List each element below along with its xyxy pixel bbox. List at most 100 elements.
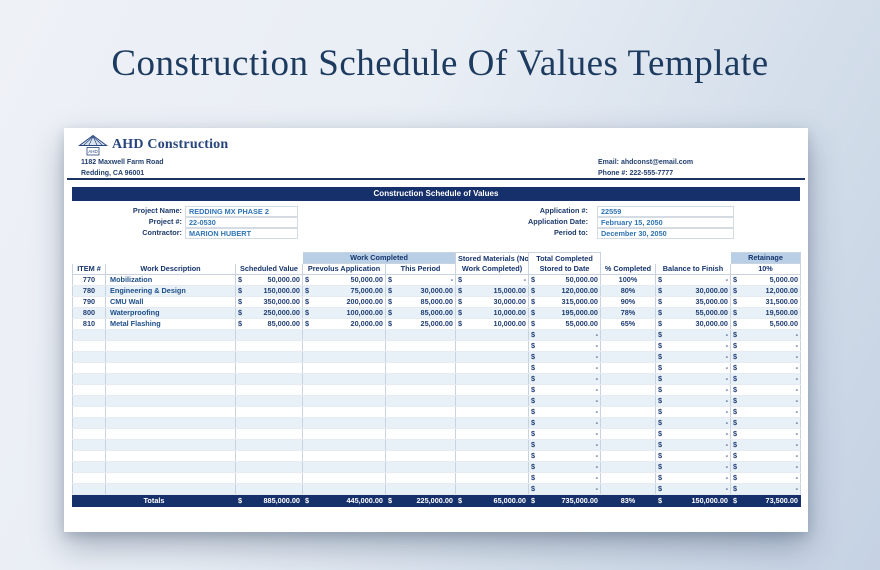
cell-money	[235, 406, 303, 418]
logo-text: AHD	[88, 149, 98, 154]
cell-money	[235, 439, 303, 451]
cell-scheduled-value: $85,000.00	[235, 318, 303, 330]
cell-money	[455, 329, 529, 341]
table-row: 800 Waterproofing $250,000.00 $100,000.00 $8…	[72, 307, 801, 319]
cell-work-description: Mobilization	[105, 274, 236, 286]
cell-money	[235, 472, 303, 484]
table-row: 780 Engineering & Design $150,000.00 $75,00…	[72, 285, 801, 297]
cell-pct-completed: 100%	[600, 274, 656, 286]
sheet-banner-title: Construction Schedule of Values	[72, 187, 800, 201]
cell-money	[455, 461, 529, 473]
cell-work-description: CMU Wall	[105, 296, 236, 308]
cell-item: 780	[72, 285, 106, 297]
application-number-value: 22559	[597, 206, 734, 217]
company-address: 1182 Maxwell Farm Road Redding, CA 96001	[81, 157, 163, 179]
cell-money	[455, 351, 529, 363]
cell-retainage: $ -	[730, 362, 801, 374]
cell-balance-to-finish: $ -	[655, 384, 731, 396]
cell-money	[302, 450, 386, 462]
cell-balance-to-finish: $ -	[655, 340, 731, 352]
cell-balance-to-finish: $30,000.00	[655, 318, 731, 330]
totals-previous: $445,000.00	[302, 494, 386, 507]
cell-scheduled-value: $250,000.00	[235, 307, 303, 319]
cell-balance-to-finish: $ -	[655, 406, 731, 418]
page-title: Construction Schedule Of Values Template	[111, 43, 769, 84]
header-balance-to-finish: Balance to Finish	[655, 263, 731, 275]
header-blank	[656, 253, 731, 264]
project-number-value: 22-0530	[185, 217, 298, 228]
table-row-empty: $ - $ - $ -	[72, 450, 801, 462]
cell-total-completed: $ -	[528, 362, 601, 374]
cell-money	[385, 406, 456, 418]
cell-retainage: $ -	[730, 439, 801, 451]
application-date-label: Application Date:	[528, 217, 588, 226]
cell-this-period: $ -	[385, 274, 456, 286]
cell-money	[385, 417, 456, 429]
cell-scheduled-value: $350,000.00	[235, 296, 303, 308]
cell-pct-completed: 78%	[600, 307, 656, 319]
cell-balance-to-finish: $ -	[655, 483, 731, 495]
cell-previous-application: $75,000.00	[302, 285, 386, 297]
totals-label: Totals	[72, 494, 236, 507]
cell-stored-materials: $ -	[455, 274, 529, 286]
cell-pct-completed: 90%	[600, 296, 656, 308]
cell-retainage: $ -	[730, 483, 801, 495]
cell-retainage: $12,000.00	[730, 285, 801, 297]
header-retainage: Retainage	[730, 252, 801, 264]
cell-stored-materials: $10,000.00	[455, 307, 529, 319]
cell-retainage: $5,500.00	[730, 318, 801, 330]
cell-balance-to-finish: $ -	[655, 274, 731, 286]
cell-retainage: $ -	[730, 417, 801, 429]
cell-balance-to-finish: $ -	[655, 428, 731, 440]
cell-retainage: $19,500.00	[730, 307, 801, 319]
cell-money	[385, 373, 456, 385]
cell-money	[302, 351, 386, 363]
cell-total-completed: $ -	[528, 461, 601, 473]
cell-retainage: $ -	[730, 428, 801, 440]
cell-money	[235, 450, 303, 462]
cell-money	[302, 329, 386, 341]
table-row-empty: $ - $ - $ -	[72, 483, 801, 495]
cell-retainage: $5,000.00	[730, 274, 801, 286]
company-phone: Phone #: 222-555-7777	[598, 170, 674, 177]
table-header-row-2: ITEM # Work Description Scheduled Value …	[72, 263, 801, 275]
cell-total-completed: $ -	[528, 472, 601, 484]
table-row-empty: $ - $ - $ -	[72, 340, 801, 352]
cell-item: 790	[72, 296, 106, 308]
cell-scheduled-value: $50,000.00	[235, 274, 303, 286]
header-this-period: This Period	[385, 263, 456, 275]
cell-retainage: $ -	[730, 406, 801, 418]
header-retainage-pct: 10%	[730, 263, 801, 275]
cell-balance-to-finish: $ -	[655, 439, 731, 451]
cell-money	[302, 428, 386, 440]
cell-total-completed: $55,000.00	[528, 318, 601, 330]
cell-money	[455, 406, 529, 418]
cell-balance-to-finish: $ -	[655, 395, 731, 407]
cell-balance-to-finish: $ -	[655, 351, 731, 363]
company-logo-icon: AHD	[77, 134, 109, 162]
cell-money	[455, 472, 529, 484]
cell-work-description: Metal Flashing	[105, 318, 236, 330]
cell-item: 770	[72, 274, 106, 286]
cell-total-completed: $ -	[528, 450, 601, 462]
cell-money	[235, 417, 303, 429]
cell-money	[385, 351, 456, 363]
header-scheduled-value: Scheduled Value	[235, 263, 303, 275]
cell-item: 810	[72, 318, 106, 330]
cell-balance-to-finish: $ -	[655, 329, 731, 341]
table-header-row-1: Work Completed Stored Materials (Not In …	[73, 252, 801, 275]
totals-pct: 83%	[600, 494, 656, 507]
header-blank	[601, 253, 656, 264]
application-date-value: February 15, 2050	[597, 217, 734, 228]
cell-money	[455, 340, 529, 352]
cell-money	[235, 428, 303, 440]
cell-money	[385, 483, 456, 495]
cell-money	[235, 351, 303, 363]
schedule-of-values-table: Work Completed Stored Materials (Not In …	[72, 252, 801, 507]
totals-retainage: $73,500.00	[730, 494, 801, 507]
header-work-completed: Work Completed	[302, 252, 456, 264]
cell-money	[385, 384, 456, 396]
cell-this-period: $85,000.00	[385, 296, 456, 308]
cell-money	[302, 483, 386, 495]
cell-money	[385, 340, 456, 352]
